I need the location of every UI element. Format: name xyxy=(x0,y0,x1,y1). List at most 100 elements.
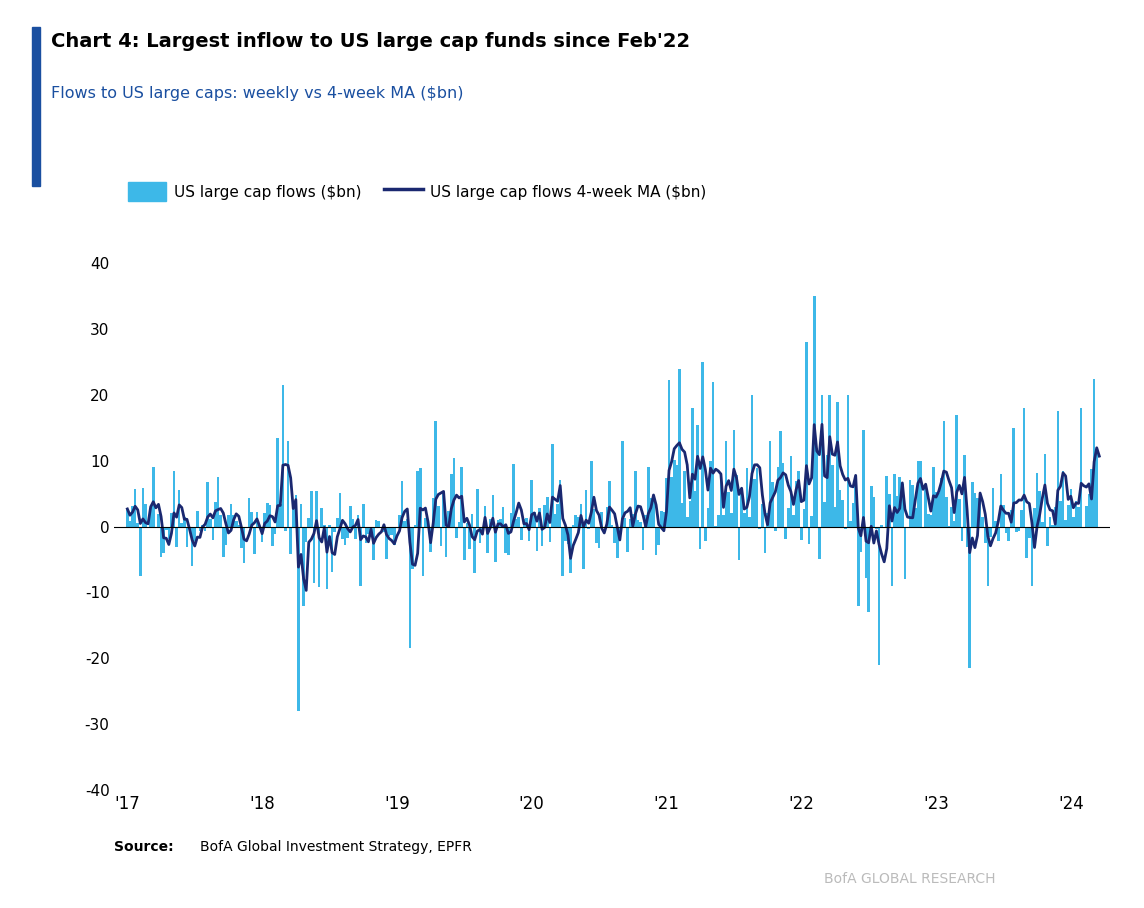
Bar xyxy=(277,438,279,527)
Bar xyxy=(170,512,173,527)
Bar xyxy=(932,467,935,527)
Bar xyxy=(631,515,634,527)
Bar xyxy=(916,460,919,527)
Bar xyxy=(463,527,466,560)
Bar xyxy=(126,508,128,527)
Bar xyxy=(753,479,756,527)
Bar xyxy=(996,527,1000,541)
Bar xyxy=(206,482,209,527)
Bar xyxy=(891,527,893,586)
Bar xyxy=(1059,501,1062,527)
Bar xyxy=(289,527,292,554)
Bar xyxy=(320,508,323,527)
Bar xyxy=(769,441,771,527)
Bar xyxy=(310,491,312,527)
Bar xyxy=(707,508,709,527)
Bar xyxy=(235,521,238,527)
Bar xyxy=(660,511,662,527)
Bar xyxy=(927,514,930,527)
Bar xyxy=(693,491,697,527)
Bar xyxy=(488,519,492,527)
Bar xyxy=(953,520,955,527)
Bar xyxy=(232,516,235,527)
Bar xyxy=(416,470,419,527)
Bar xyxy=(336,518,339,527)
Bar xyxy=(455,527,458,538)
Bar xyxy=(834,507,836,527)
Text: Flows to US large caps: weekly vs 4-week MA ($bn): Flows to US large caps: weekly vs 4-week… xyxy=(51,86,464,102)
Bar xyxy=(943,421,945,527)
Bar xyxy=(308,518,310,527)
Bar xyxy=(287,441,289,527)
Bar xyxy=(766,513,769,527)
Bar xyxy=(883,527,885,528)
Bar xyxy=(691,408,693,527)
Bar xyxy=(173,470,175,527)
Bar xyxy=(774,527,777,531)
Bar xyxy=(670,477,673,527)
Bar xyxy=(1064,520,1067,527)
Bar xyxy=(820,395,824,527)
Bar xyxy=(531,480,533,527)
Bar xyxy=(982,518,984,527)
Bar xyxy=(813,296,816,527)
Bar xyxy=(605,507,609,527)
Bar xyxy=(888,494,891,527)
Bar xyxy=(471,514,474,527)
Bar xyxy=(587,527,590,529)
Bar xyxy=(603,527,605,528)
Bar xyxy=(595,527,598,543)
Bar xyxy=(300,504,302,527)
Bar xyxy=(375,519,378,527)
Bar xyxy=(994,521,996,527)
Bar xyxy=(437,507,439,527)
Bar xyxy=(429,527,432,551)
Bar xyxy=(439,527,443,546)
Bar xyxy=(162,527,165,553)
Bar xyxy=(281,385,284,527)
Bar xyxy=(771,482,774,527)
Bar xyxy=(400,481,404,527)
Bar xyxy=(1012,428,1015,527)
Bar xyxy=(689,500,691,527)
Bar xyxy=(621,441,623,527)
Bar xyxy=(828,395,831,527)
Bar xyxy=(189,527,191,529)
Bar xyxy=(730,513,732,527)
Bar xyxy=(1078,507,1080,527)
Bar xyxy=(1072,518,1074,527)
Bar xyxy=(513,464,515,527)
Bar xyxy=(160,527,162,557)
Text: Source:: Source: xyxy=(114,840,174,854)
Bar xyxy=(847,395,849,527)
Bar xyxy=(810,516,813,527)
Bar xyxy=(432,498,435,527)
Bar xyxy=(940,479,943,527)
Bar xyxy=(435,421,437,527)
Bar xyxy=(732,430,736,527)
Bar xyxy=(367,527,370,534)
Bar xyxy=(185,527,189,547)
Bar xyxy=(1080,408,1082,527)
Bar xyxy=(351,519,355,527)
Bar xyxy=(564,527,566,541)
Bar xyxy=(951,508,953,527)
Bar xyxy=(175,527,178,547)
Bar xyxy=(222,527,224,558)
Bar xyxy=(877,527,880,665)
Bar xyxy=(297,527,300,711)
Bar xyxy=(408,527,411,648)
Bar xyxy=(136,523,140,527)
Bar xyxy=(686,517,689,527)
Bar xyxy=(326,527,328,589)
Bar xyxy=(251,512,253,527)
Bar xyxy=(445,527,447,557)
Bar xyxy=(598,527,601,548)
Bar xyxy=(178,489,181,527)
Bar xyxy=(642,527,644,549)
Bar xyxy=(484,506,486,527)
Bar xyxy=(372,527,375,560)
Bar xyxy=(411,527,414,569)
Bar xyxy=(1000,474,1002,527)
Bar xyxy=(199,527,201,530)
